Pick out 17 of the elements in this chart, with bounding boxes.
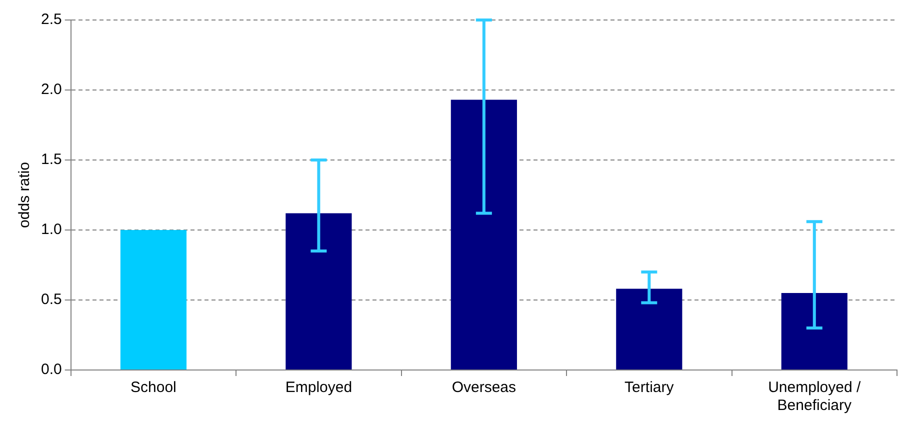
y-tick-label: 1.0	[40, 221, 62, 238]
x-tick-label: Tertiary	[624, 379, 674, 396]
y-tick-label: 2.5	[40, 11, 62, 28]
x-tick-label: Employed	[285, 379, 352, 396]
x-tick-label: School	[130, 379, 176, 396]
bar	[120, 230, 187, 370]
x-tick-label: Overseas	[452, 379, 516, 396]
y-tick-label: 0.5	[40, 291, 62, 308]
y-tick-label: 1.5	[40, 151, 62, 168]
x-tick-label: Unemployed / Beneficiary	[768, 379, 862, 414]
y-axis-title: odds ratio	[16, 162, 34, 228]
y-tick-label: 0.0	[40, 361, 62, 378]
y-tick-label: 2.0	[40, 81, 62, 98]
bar	[781, 293, 848, 370]
bar	[286, 213, 352, 370]
bar	[450, 100, 517, 370]
bar	[616, 288, 682, 370]
